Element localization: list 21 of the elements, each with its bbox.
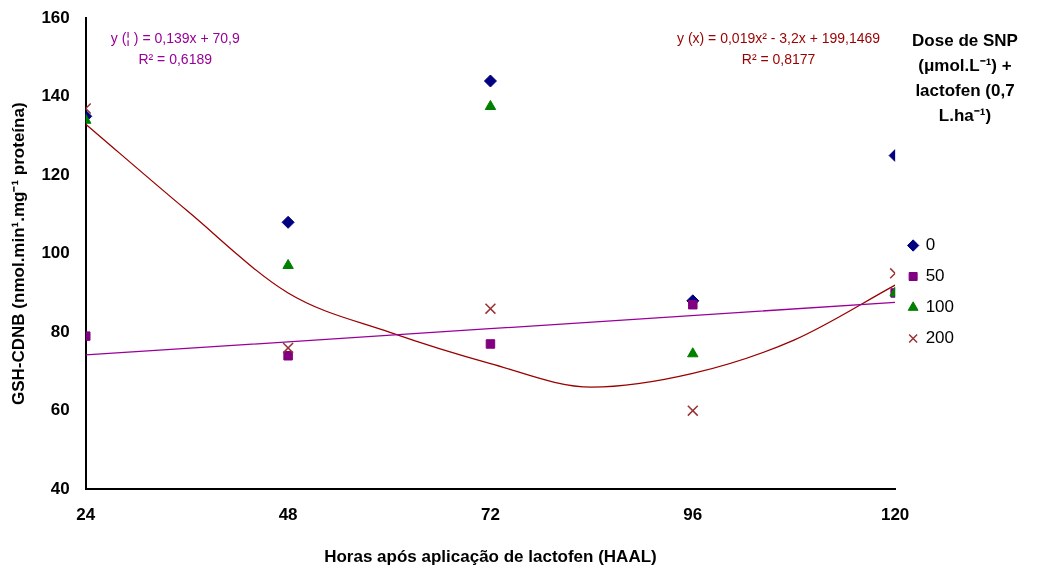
legend-label: 50: [925, 266, 945, 286]
x-tick-label: 72: [480, 505, 500, 525]
x-axis-title: Horas após aplicação de lactofen (HAAL): [324, 547, 657, 567]
x-tick-label: 96: [683, 505, 703, 525]
y-tick-label: 40: [50, 478, 70, 498]
annotation: y (x) = 0,019x² - 3,2x + 199,1469 R² = 0,8177: [677, 30, 881, 68]
y-tick-label: 140: [41, 86, 70, 106]
legend-label: 200: [925, 328, 955, 348]
y-tick-label: 160: [41, 7, 70, 27]
y-tick-label: 120: [41, 164, 70, 184]
y-tick-label: 80: [50, 321, 70, 341]
y-tick-label: 100: [41, 243, 70, 263]
x-tick-label: 48: [278, 505, 298, 525]
x-tick-label: 24: [76, 505, 96, 525]
legend-title: Dose de SNP (μmol.L⁻¹) + lactofen (0,7 L.ha⁻¹): [911, 30, 1019, 127]
legend-label: 0: [925, 235, 936, 255]
annotation: y (¦ ) = 0,139x + 70,9 R² = 0,6189: [110, 30, 240, 68]
legend-label: 100: [925, 297, 955, 317]
y-axis-title: GSH-CDNB (nmol.min¹.mg⁻¹ proteína): [8, 102, 28, 405]
x-tick-label: 120: [880, 505, 910, 525]
y-tick-label: 60: [50, 400, 70, 420]
